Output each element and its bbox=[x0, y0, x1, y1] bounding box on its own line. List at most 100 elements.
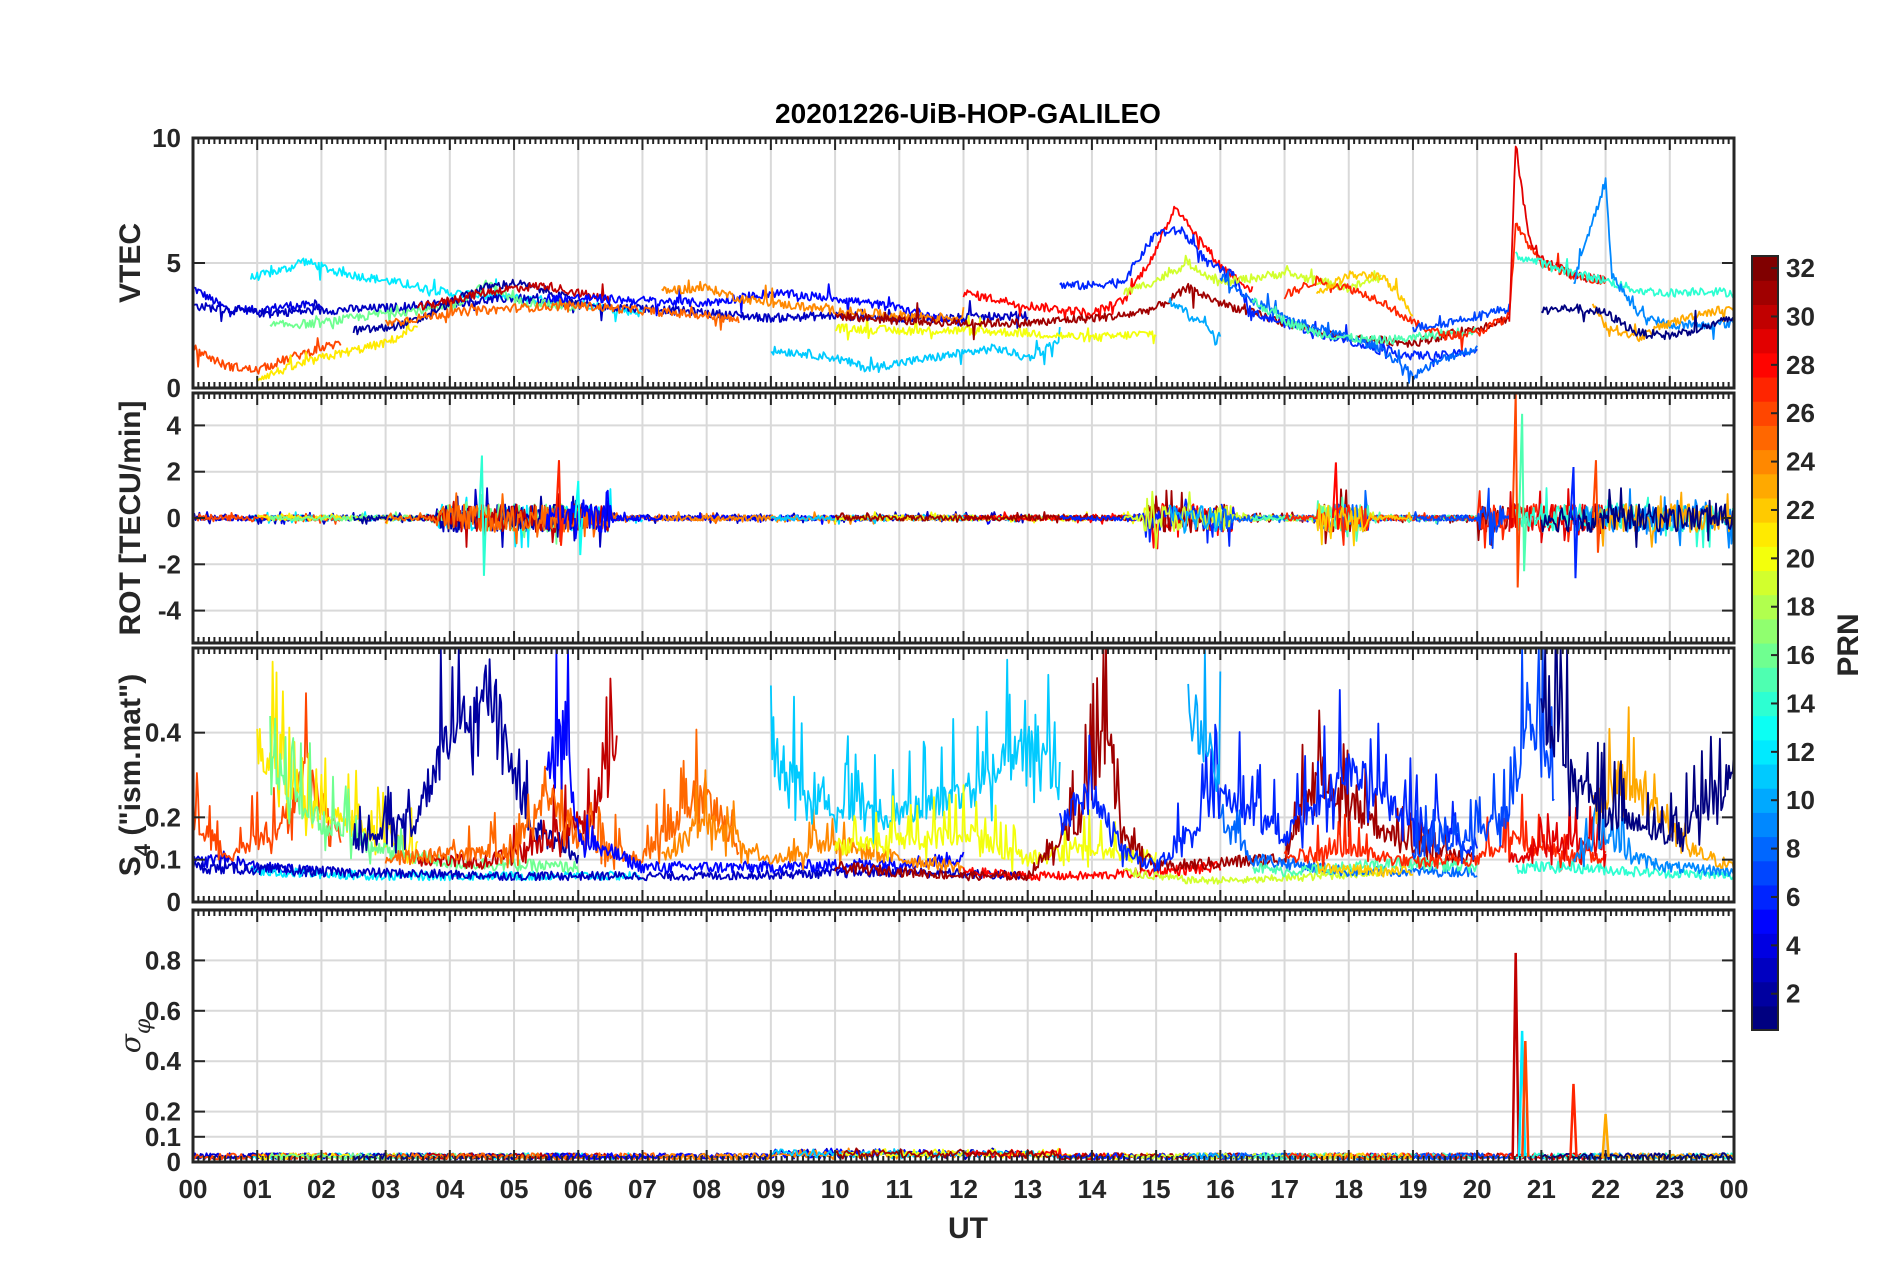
x-ticks bbox=[192, 138, 1735, 388]
series-line-prn-25 bbox=[384, 298, 740, 331]
series-line-prn-1 bbox=[1540, 303, 1734, 341]
y-tick-label: 0 bbox=[167, 1147, 181, 1177]
rot-spike bbox=[1511, 393, 1521, 588]
colorbar-swatch bbox=[1752, 522, 1778, 547]
series-line-prn-14 bbox=[1514, 860, 1734, 881]
series-line-prn-15 bbox=[1251, 298, 1478, 345]
chart-title: 20201226-UiB-HOP-GALILEO bbox=[775, 98, 1161, 129]
x-tick-label: 06 bbox=[564, 1174, 593, 1204]
colorbar-tick-label: 6 bbox=[1786, 882, 1800, 912]
x-tick-label: 04 bbox=[435, 1174, 464, 1204]
x-tick-label: 12 bbox=[949, 1174, 978, 1204]
x-tick-label: 14 bbox=[1077, 1174, 1106, 1204]
series-line-prn-24 bbox=[661, 769, 965, 874]
series-line-prn-10 bbox=[1168, 504, 1222, 534]
series-line-prn-7 bbox=[1412, 487, 1517, 549]
panel-grid bbox=[193, 393, 1734, 643]
y-tick-label: 5 bbox=[167, 248, 181, 278]
y-tick-label: -4 bbox=[158, 596, 182, 626]
x-tick-label: 18 bbox=[1334, 1174, 1363, 1204]
colorbar-swatch bbox=[1752, 667, 1778, 692]
colorbar-swatch bbox=[1752, 425, 1778, 451]
series-line-prn-3 bbox=[193, 861, 1029, 882]
series-line-prn-23 bbox=[1591, 706, 1734, 871]
colorbar-label: PRN bbox=[1832, 613, 1865, 676]
y-tick-label: 0.1 bbox=[145, 1122, 181, 1152]
colorbar-swatch bbox=[1752, 473, 1778, 499]
x-tick-label: 10 bbox=[821, 1174, 850, 1204]
panel-grid bbox=[193, 138, 1734, 388]
series-line-prn-29 bbox=[1508, 797, 1607, 869]
panel-data bbox=[193, 393, 1734, 588]
series-line-prn-5 bbox=[545, 648, 965, 874]
colorbar-tick-label: 24 bbox=[1786, 447, 1815, 477]
rot-spike bbox=[477, 455, 487, 576]
x-tick-label: 20 bbox=[1463, 1174, 1492, 1204]
series-line-prn-26 bbox=[193, 337, 342, 375]
series-line-prn-7 bbox=[1412, 303, 1511, 333]
y-tick-label: 0.8 bbox=[145, 945, 181, 975]
colorbar-swatch bbox=[1752, 570, 1778, 596]
colorbar-swatch bbox=[1752, 618, 1778, 644]
colorbar-frame bbox=[1751, 255, 1779, 1031]
series-line-prn-8 bbox=[1219, 803, 1478, 878]
panel-sigma: 00.10.2 0.4 0.6 0.8 σφ 00 01 02 03 04 05 06 07 08 09 10… bbox=[114, 908, 1748, 1204]
x-tick-label: 00 bbox=[179, 1174, 208, 1204]
x-tick-label: 05 bbox=[500, 1174, 529, 1204]
y-tick-label: 0.2 bbox=[145, 1097, 181, 1127]
x-tick-label: 15 bbox=[1142, 1174, 1171, 1204]
x-tick-label: 07 bbox=[628, 1174, 657, 1204]
colorbar-swatch bbox=[1752, 957, 1778, 983]
panel-s4: 0 0.1 0.2 0.4S4 ("ism.mat") bbox=[114, 646, 1736, 917]
panel-rot: -4 -2 0 2 4 ROT [TECU/min] bbox=[114, 391, 1736, 645]
x-tick-label: 01 bbox=[243, 1174, 272, 1204]
series-line-prn-16 bbox=[269, 279, 579, 330]
series-line-prn-30 bbox=[416, 281, 612, 311]
x-tick-label: 13 bbox=[1013, 1174, 1042, 1204]
rot-spike bbox=[1518, 413, 1528, 572]
series-line-prn-28 bbox=[962, 205, 1254, 322]
series-line-prn-31 bbox=[834, 282, 1511, 348]
sigma-spike bbox=[1521, 1041, 1530, 1157]
x-tick-label: 19 bbox=[1398, 1174, 1427, 1204]
series-line-prn-20 bbox=[834, 314, 1157, 345]
series-line-prn-2 bbox=[352, 278, 580, 336]
y-axis-label: VTEC bbox=[114, 223, 147, 303]
series-line-prn-1 bbox=[1540, 648, 1734, 852]
colorbar-tick-label: 18 bbox=[1786, 592, 1815, 622]
panel-data bbox=[193, 145, 1734, 384]
rot-spike bbox=[1569, 467, 1579, 579]
y-tick-label: 0 bbox=[167, 503, 181, 533]
y-axis-label: S4 ("ism.mat") bbox=[114, 674, 155, 876]
colorbar-tick-label: 2 bbox=[1786, 979, 1800, 1009]
y-tick-label: 2 bbox=[167, 457, 181, 487]
x-tick-label: 16 bbox=[1206, 1174, 1235, 1204]
series-line-prn-15 bbox=[1252, 856, 1479, 878]
colorbar-swatch bbox=[1752, 328, 1778, 354]
series-line-prn-12 bbox=[249, 865, 644, 882]
rot-spike bbox=[1591, 460, 1601, 553]
series-line-prn-20 bbox=[834, 784, 1157, 873]
series-line-prn-11 bbox=[770, 327, 1061, 373]
colorbar-tick-label: 16 bbox=[1786, 640, 1815, 670]
y-tick-label: 0.6 bbox=[145, 996, 181, 1026]
colorbar-tick-label: 32 bbox=[1786, 253, 1815, 283]
series-line-prn-6 bbox=[1059, 226, 1478, 368]
series-line-prn-14 bbox=[1514, 251, 1734, 298]
y-tick-label: 0 bbox=[167, 887, 181, 917]
colorbar-swatch bbox=[1752, 860, 1778, 886]
series-line-prn-23 bbox=[1591, 303, 1734, 343]
rot-spike bbox=[1331, 462, 1341, 530]
x-tick-label: 08 bbox=[692, 1174, 721, 1204]
y-axis-label: σφ bbox=[114, 1018, 156, 1053]
colorbar-swatch bbox=[1752, 1005, 1778, 1031]
series-line-prn-10 bbox=[1187, 649, 1222, 792]
rot-spike bbox=[574, 480, 584, 556]
y-tick-label: 10 bbox=[152, 123, 181, 153]
sigma-spike bbox=[1601, 1114, 1610, 1158]
colorbar-swatch bbox=[1752, 715, 1778, 741]
x-ticks bbox=[192, 648, 1735, 902]
series-line-prn-19 bbox=[1123, 867, 1382, 885]
